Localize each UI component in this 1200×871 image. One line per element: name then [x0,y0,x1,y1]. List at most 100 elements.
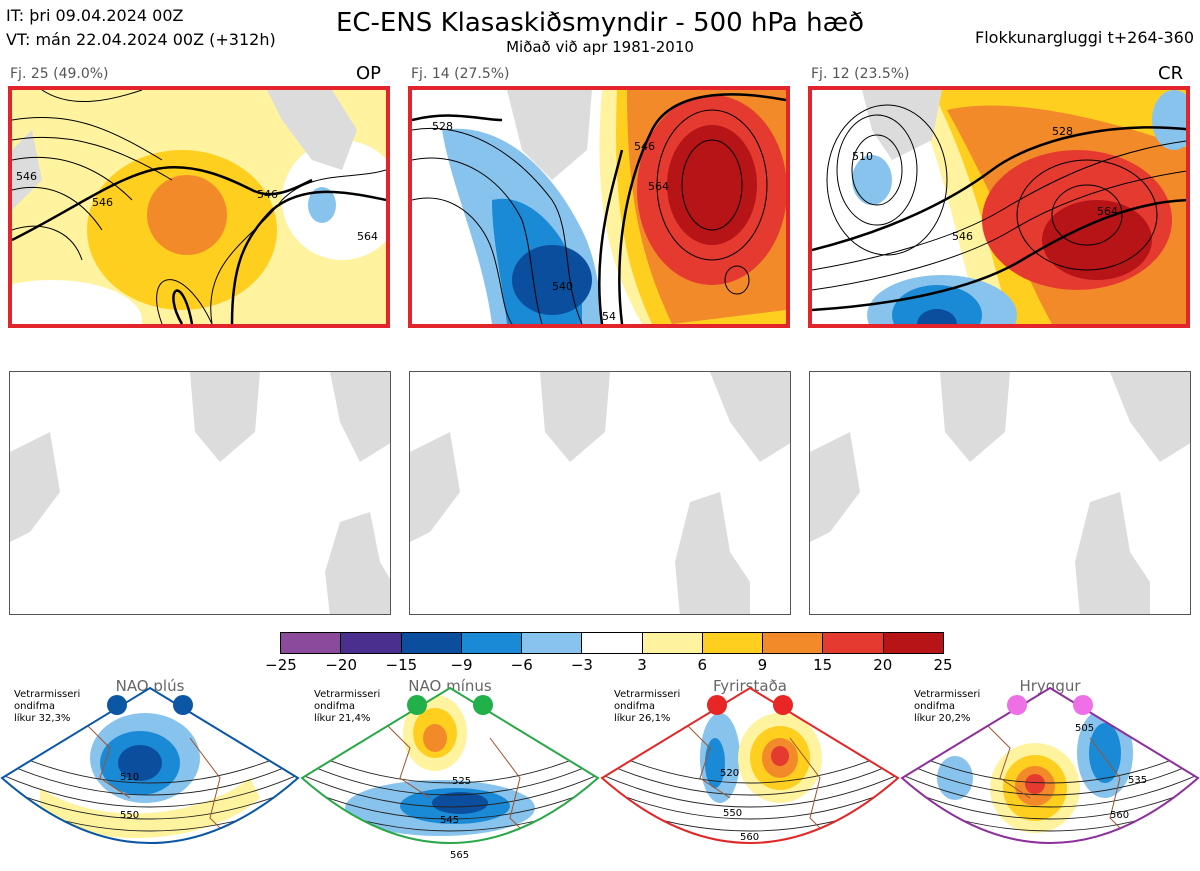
height-contour [302,786,598,820]
colorbar [280,632,944,654]
regime-info: Vetrarmisseri ondifma líkur 26,1% [614,689,694,725]
height-contour [602,773,898,808]
regime-contour-label: 560 [1110,810,1129,821]
colorbar-segment [341,633,402,653]
anomaly-shading [771,746,789,766]
height-contour [902,786,1198,820]
colorbar-tick-label: −3 [570,656,593,674]
cluster-1-label: Fj. 25 (49.0%) [10,66,109,82]
regime-info-line: líkur 21,4% [314,713,371,724]
colorbar-segment [702,633,764,653]
classification-window: Flokkunargluggi t+264-360 [975,28,1194,47]
colorbar-segment [401,633,462,653]
regime-outline [900,686,1200,844]
regime-contour-label: 505 [1075,723,1094,734]
colorbar-tick-label: −9 [450,656,473,674]
colorbar-tick-label: 9 [757,656,768,674]
colorbar-segment [883,633,943,653]
contour-label: 546 [634,140,655,153]
anomaly-shading [432,792,488,814]
contour-label: 528 [432,120,453,133]
colorbar-tick-label: 15 [813,656,833,674]
regime-contour-label: 565 [450,850,469,861]
height-contour [602,747,898,784]
colorbar-segment [642,633,703,653]
cluster-2-map: 528 540 546 564 54 [408,86,790,328]
regime-contour-label: 535 [1128,775,1147,786]
colorbar-segment [823,633,884,653]
page-title: EC-ENS Klasaskiðsmyndir - 500 hPa hæð [335,8,865,38]
colorbar-segment [582,633,643,653]
anomaly-shading [118,745,162,781]
anomaly-shading [40,778,260,839]
contour-label: 540 [552,280,573,293]
contour-label: 510 [852,150,873,163]
contour-label: 546 [257,188,278,201]
regime-dot [707,695,727,715]
colorbar-tick-label: −25 [265,656,297,674]
height-contour [2,747,298,784]
page-subtitle: Miðað við apr 1981-2010 [506,38,694,56]
regime-outline [300,686,600,844]
regime-contour-label: 560 [740,832,759,843]
regime-contour-label: 520 [720,768,739,779]
height-contour [902,760,1198,796]
anomaly-shading [1025,774,1045,794]
regime-contour-label: 510 [120,772,139,783]
height-contour [2,773,298,808]
height-contour [900,852,1200,871]
regime-info-line: Vetrarmisseri [614,689,681,700]
regime-dot [173,695,193,715]
regime-dot [407,695,427,715]
contour-label: 564 [648,180,669,193]
anomaly-shading [705,738,725,788]
cluster-2-anomaly-field: 528 540 546 564 54 [412,90,786,324]
regime-contour-label: 545 [440,815,459,826]
height-contour [902,747,1198,784]
contour-label: 546 [16,170,37,183]
regime-dot [1007,695,1027,715]
regime-info-line: Vetrarmisseri [14,689,81,700]
regime-info-line: ondifma [314,701,355,712]
land-outline [810,372,1190,614]
colorbar-segment [763,633,824,653]
regime-outline [600,686,900,844]
anomaly-shading [937,756,973,800]
regime-name: Fyrirstaða [713,677,787,695]
contour-label: 546 [952,230,973,243]
height-contour [302,760,598,796]
regime-info-line: ondifma [914,701,955,712]
contour-label: 528 [1052,125,1073,138]
regime-dot [473,695,493,715]
height-contour [302,773,598,808]
regime-map: 525 545 565 [300,686,600,861]
contour-label: 546 [92,196,113,209]
regime-dot [773,695,793,715]
regime-contour-label: 550 [723,808,742,819]
cluster-3-anomaly-field: 510 546 528 564 [812,90,1186,324]
regime-outline [0,686,300,844]
regime-info-line: ondifma [14,701,55,712]
land-outline [410,372,790,614]
regime-info: Vetrarmisseri ondifma líkur 20,2% [914,689,994,725]
regime-info: Vetrarmisseri ondifma líkur 21,4% [314,689,394,725]
cluster-3-map: 510 546 528 564 [808,86,1190,328]
cluster-3-label: Fj. 12 (23.5%) [811,66,910,82]
colorbar-tick-label: 20 [873,656,893,674]
regime-contour-label: 525 [452,776,471,787]
regime-name: NAO mínus [408,677,492,695]
colorbar-tick-label: 25 [933,656,953,674]
regime-dot [1073,695,1093,715]
contour-label: 54 [602,310,616,323]
colorbar-segment [522,633,583,653]
height-contour [602,760,898,796]
anomaly-shading [423,724,447,752]
regime-name: NAO plús [115,677,185,695]
height-contour [902,773,1198,808]
cluster-1-anomaly-field: 546 564 546 546 [12,90,386,324]
height-contour [600,852,900,871]
anomaly-shading [1014,850,1046,862]
regime-info: Vetrarmisseri ondifma líkur 32,3% [14,689,94,725]
empty-cluster-map-1 [9,371,391,615]
colorbar-tick-label: 3 [637,656,647,674]
